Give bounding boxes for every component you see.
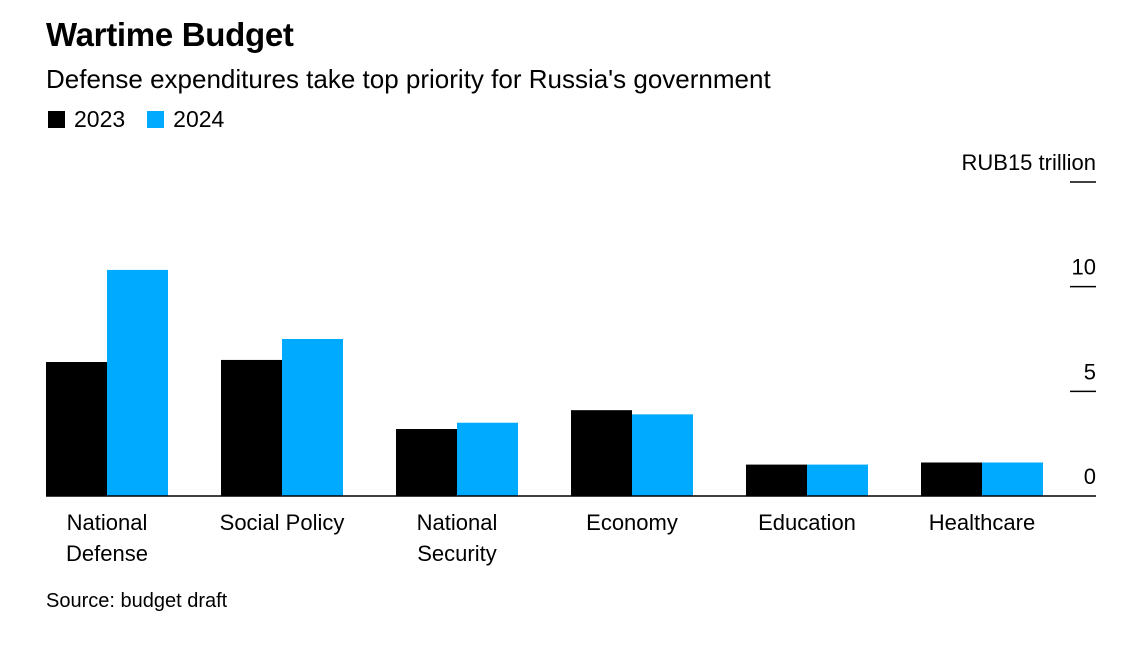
y-tick-label-10: 10 xyxy=(1072,255,1096,280)
x-category-label-0: National Defense xyxy=(66,510,148,566)
bar-2023-0 xyxy=(46,362,107,496)
bar-2024-2 xyxy=(457,422,518,496)
x-category-label-2: National Security xyxy=(417,510,498,566)
chart-title: Wartime Budget xyxy=(46,16,294,53)
legend-swatch-2023 xyxy=(48,111,65,128)
bar-2024-4 xyxy=(807,464,868,496)
bar-2024-3 xyxy=(632,414,693,496)
bar-2024-0 xyxy=(107,269,168,496)
bar-2024-5 xyxy=(982,462,1043,496)
legend-label-2024: 2024 xyxy=(173,106,225,132)
source-note: Source: budget draft xyxy=(46,590,228,612)
legend-item-2024: 2024 xyxy=(147,106,224,133)
bar-2023-2 xyxy=(396,429,457,496)
bar-2023-5 xyxy=(921,462,982,496)
x-category-label-4: Education xyxy=(758,510,856,535)
y-tick-label-5: 5 xyxy=(1084,359,1096,384)
y-tick-label-15: RUB15 trillion xyxy=(962,150,1097,175)
bar-2024-1 xyxy=(282,339,343,496)
chart-subtitle: Defense expenditures take top priority f… xyxy=(46,64,771,94)
bar-2023-4 xyxy=(746,464,807,496)
legend: 2023 2024 xyxy=(48,106,246,133)
x-category-label-3: Economy xyxy=(586,510,678,535)
x-category-label-5: Healthcare xyxy=(929,510,1035,535)
legend-item-2023: 2023 xyxy=(48,106,125,133)
legend-label-2023: 2023 xyxy=(74,106,126,132)
x-category-label-1: Social Policy xyxy=(220,510,345,535)
legend-swatch-2024 xyxy=(147,111,165,128)
y-tick-label-0: 0 xyxy=(1084,464,1096,489)
bar-2023-1 xyxy=(221,359,282,496)
bar-2023-3 xyxy=(571,410,632,496)
